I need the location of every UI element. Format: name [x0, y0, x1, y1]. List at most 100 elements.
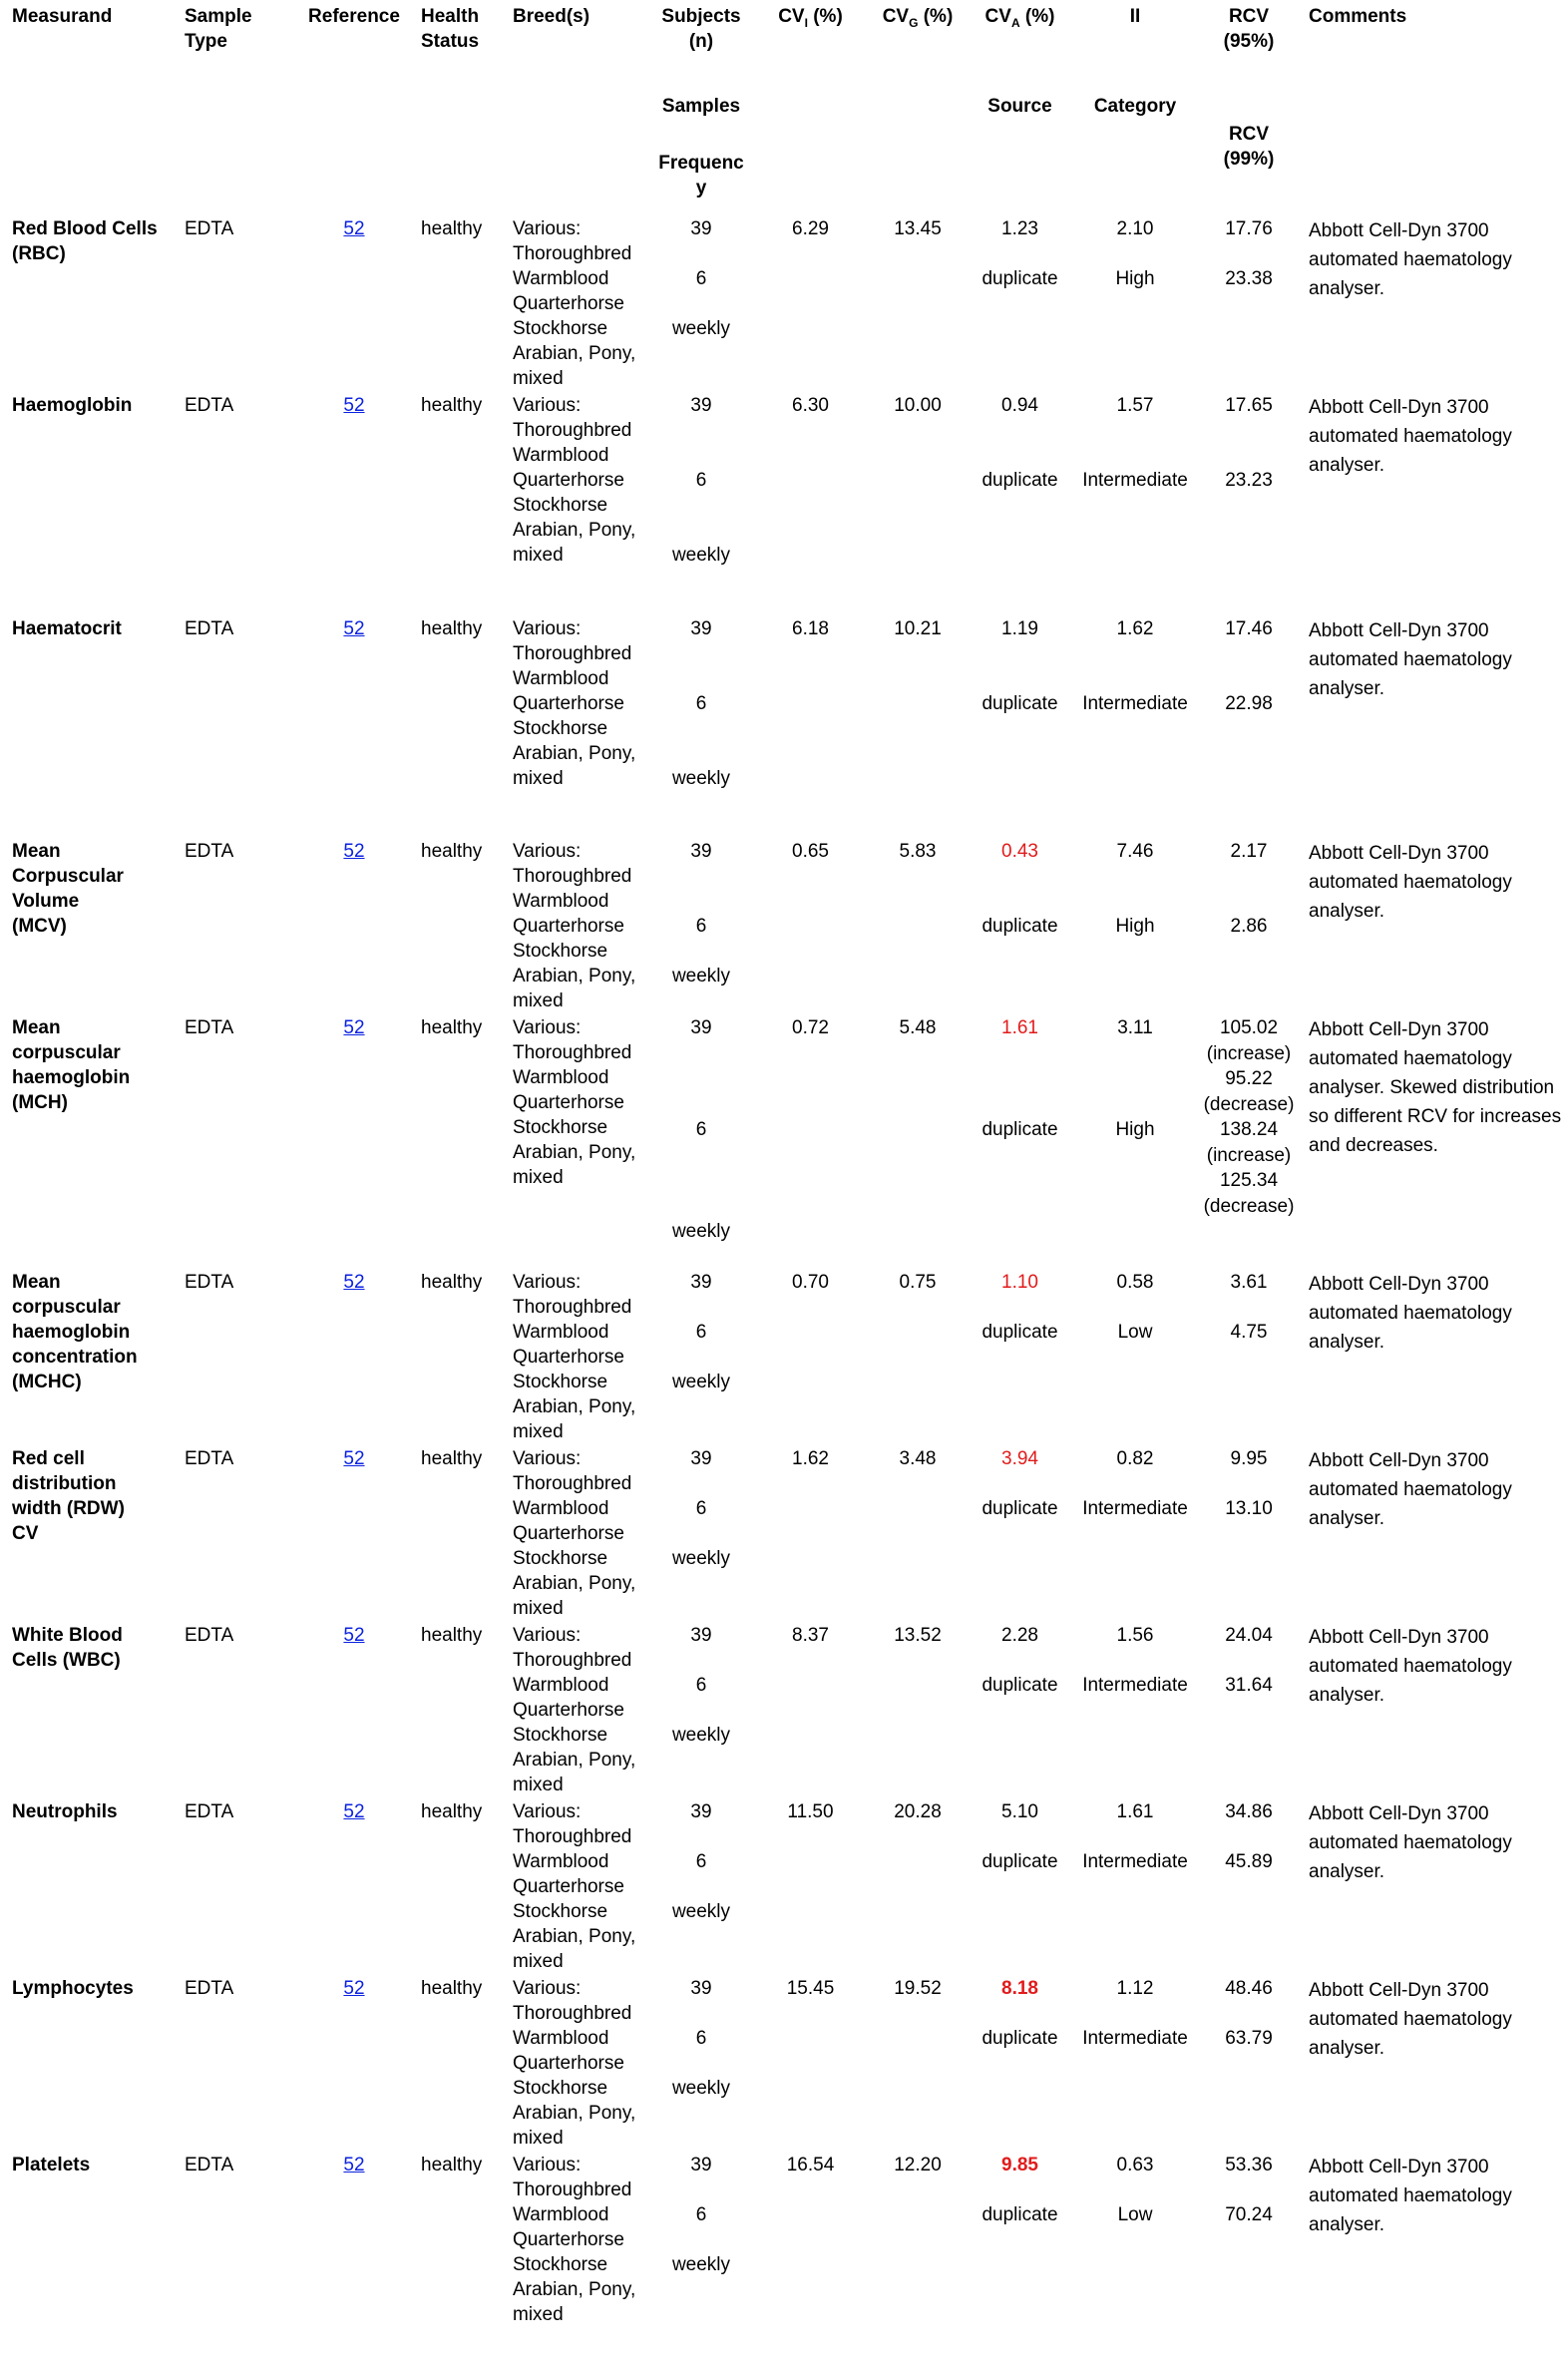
measurand-line: Haemoglobin — [12, 395, 133, 416]
breeds-cell: Various: Thoroughbred Warmblood Quarterhors… — [513, 393, 652, 568]
reference-link[interactable]: 52 — [343, 1801, 365, 1822]
subjects-cell: 39 6 weekly — [655, 1015, 747, 1242]
comment-line: and decreases. — [1309, 1135, 1438, 1156]
measurand-cell: Neutrophils — [12, 1799, 177, 1824]
reference-link[interactable]: 52 — [343, 618, 365, 639]
comment-line: analyser. — [1309, 901, 1385, 922]
health-status-cell: healthy — [421, 1978, 483, 1999]
source-value: duplicate — [981, 268, 1058, 289]
cva-value: 1.61 — [1001, 1017, 1038, 1038]
breed-line: mixed — [513, 545, 564, 566]
header-rcv: RCV (95%) RCV (99%) — [1199, 4, 1299, 184]
rcv99-value: 13.10 — [1225, 1498, 1273, 1519]
samples-value: 6 — [695, 916, 707, 937]
subjects-value: 39 — [690, 1801, 712, 1822]
breed-line: Warmblood — [513, 1675, 609, 1696]
breed-line: Various: — [513, 2155, 582, 2175]
ii-cell: 1.61 Intermediate — [1075, 1799, 1195, 1959]
breed-line: mixed — [513, 1421, 564, 1442]
reference-link[interactable]: 52 — [343, 1272, 365, 1293]
rcv99-value: 70.24 — [1225, 2204, 1273, 2225]
breed-line: Stockhorse — [513, 318, 608, 339]
breed-line: Arabian, Pony, — [513, 2103, 636, 2124]
samples-value: 6 — [695, 268, 707, 289]
ii-value: 1.57 — [1116, 395, 1154, 416]
header-cvg: CVG (%) — [873, 4, 963, 29]
cva-cell: 0.43 duplicate — [968, 839, 1072, 998]
cvg-value: 13.45 — [894, 218, 942, 239]
comment-line: so different RCV for increases — [1309, 1106, 1562, 1127]
reference-link[interactable]: 52 — [343, 841, 365, 862]
measurand-line: Corpuscular — [12, 866, 124, 887]
frequency-value: weekly — [671, 545, 731, 566]
ii-cell: 1.56 Intermediate — [1075, 1623, 1195, 1782]
cva-cell: 2.28 duplicate — [968, 1623, 1072, 1782]
reference-link[interactable]: 52 — [343, 218, 365, 239]
reference-link[interactable]: 52 — [343, 1978, 365, 1999]
reference-link[interactable]: 52 — [343, 1625, 365, 1646]
comment-line: analyser. — [1309, 1861, 1385, 1882]
rcv-cell: 3.61 4.75 — [1199, 1270, 1299, 1489]
rcv-cell: 17.65 23.23 — [1199, 393, 1299, 612]
cvi-value: 8.37 — [792, 1625, 829, 1646]
header-rcv99-line1: RCV — [1228, 124, 1270, 145]
rcv99-value: 23.23 — [1225, 470, 1273, 491]
breed-line: mixed — [513, 2304, 564, 2325]
cva-cell: 1.61 duplicate — [968, 1015, 1072, 1175]
measurand-line: distribution — [12, 1473, 117, 1494]
rcv-line: 125.34 — [1219, 1170, 1279, 1191]
header-source: Source — [987, 96, 1052, 117]
ii-value: 1.62 — [1116, 618, 1154, 639]
measurand-line: White Blood — [12, 1625, 123, 1646]
reference-link[interactable]: 52 — [343, 1448, 365, 1469]
comment-line: Abbott Cell-Dyn 3700 — [1309, 2157, 1489, 2177]
header-frequency: Frequenc y — [655, 151, 747, 200]
subjects-cell: 39 6 weekly — [655, 1799, 747, 2019]
breed-line: Quarterhorse — [513, 1700, 624, 1721]
comment-line: automated haematology — [1309, 2009, 1512, 2030]
breed-line: Thoroughbred — [513, 1650, 632, 1671]
comment-line: Abbott Cell-Dyn 3700 — [1309, 1019, 1489, 1040]
reference-cell: 52 — [299, 839, 409, 864]
breed-line: Arabian, Pony, — [513, 743, 636, 764]
source-value: duplicate — [981, 1119, 1058, 1140]
reference-link[interactable]: 52 — [343, 2155, 365, 2175]
comment-line: analyser. — [1309, 2038, 1385, 2059]
measurand-line: Red Blood Cells — [12, 218, 158, 239]
breeds-cell: Various: Thoroughbred Warmblood Quarterhors… — [513, 1799, 652, 1974]
category-value: Intermediate — [1082, 470, 1188, 491]
reference-link[interactable]: 52 — [343, 1017, 365, 1038]
health-status-cell: healthy — [421, 395, 483, 416]
rcv-cell: 105.02 (increase) 95.22 (decrease) 138.24 (in… — [1199, 1015, 1299, 1235]
breed-line: Quarterhorse — [513, 2229, 624, 2250]
samples-value: 6 — [695, 2028, 707, 2049]
comments-cell: Abbott Cell-Dyn 3700 automated haematolog… — [1309, 616, 1566, 703]
cva-value: 2.28 — [1001, 1625, 1038, 1646]
breeds-cell: Various: Thoroughbred Warmblood Quarterhors… — [513, 216, 652, 391]
measurand-line: (MCHC) — [12, 1372, 82, 1392]
rcv-cell: 53.36 70.24 — [1199, 2153, 1299, 2372]
cva-value: 5.10 — [1001, 1801, 1038, 1822]
subjects-value: 39 — [690, 1017, 712, 1038]
rcv95-value: 48.46 — [1225, 1978, 1273, 1999]
samples-value: 6 — [695, 1675, 707, 1696]
sample-type-cell: EDTA — [185, 1625, 234, 1646]
cva-cell: 1.10 duplicate — [968, 1270, 1072, 1429]
breed-line: Warmblood — [513, 891, 609, 912]
samples-value: 6 — [695, 1322, 707, 1343]
measurand-line: Mean — [12, 1017, 61, 1038]
header-category: Category — [1093, 96, 1177, 117]
header-rcv95-line2: (95%) — [1223, 31, 1275, 52]
comment-line: automated haematology — [1309, 2185, 1512, 2206]
source-value: duplicate — [981, 916, 1058, 937]
rcv-cell: 24.04 31.64 — [1199, 1623, 1299, 1842]
measurand-line: Cells (WBC) — [12, 1650, 121, 1671]
header-sample-type-line2: Type — [185, 31, 227, 52]
rcv-line: (increase) — [1206, 1042, 1292, 1064]
comment-line: Abbott Cell-Dyn 3700 — [1309, 1274, 1489, 1295]
reference-cell: 52 — [299, 1976, 409, 2001]
reference-link[interactable]: 52 — [343, 395, 365, 416]
table-header: Measurand Sample Type Reference Health S… — [0, 4, 1568, 213]
reference-cell: 52 — [299, 216, 409, 241]
reference-cell: 52 — [299, 1799, 409, 1824]
